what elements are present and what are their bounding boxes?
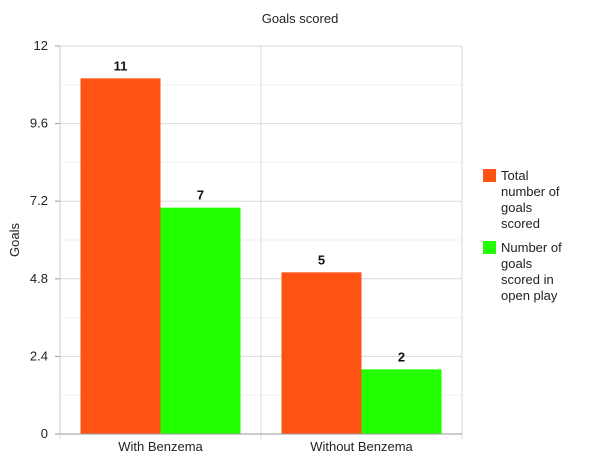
y-tick-label: 12 (34, 38, 48, 53)
bar (160, 207, 241, 434)
bar-value-label: 2 (398, 349, 405, 364)
y-tick-label: 9.6 (30, 116, 48, 131)
legend-swatch (483, 169, 496, 182)
y-axis-label: Goals (7, 223, 22, 257)
bar (80, 78, 161, 434)
y-tick-label: 7.2 (30, 193, 48, 208)
legend-swatch (483, 241, 496, 254)
bar-value-label: 11 (114, 58, 128, 73)
legend-label: Total number of goals scored (501, 168, 560, 231)
chart-title: Goals scored (262, 11, 339, 26)
bars (80, 78, 442, 434)
x-tick-label: With Benzema (118, 439, 203, 454)
bar-value-labels: 11 7 5 2 (114, 58, 405, 364)
bar (281, 272, 362, 434)
x-tick-labels: With Benzema Without Benzema (118, 439, 413, 454)
legend: Total number of goals scored Number of goals s… (483, 168, 562, 303)
y-tick-label: 0 (41, 426, 48, 441)
legend-label: Number of goals scored in open play (501, 240, 562, 303)
bar-value-label: 7 (197, 188, 204, 203)
y-tick-label: 2.4 (30, 348, 48, 363)
axes (55, 45, 462, 435)
y-tick-labels: 0 2.4 4.8 7.2 9.6 12 (30, 38, 48, 441)
y-tick-label: 4.8 (30, 271, 48, 286)
bar-value-label: 5 (318, 252, 325, 267)
bar (361, 369, 442, 434)
x-tick-label: Without Benzema (310, 439, 413, 454)
